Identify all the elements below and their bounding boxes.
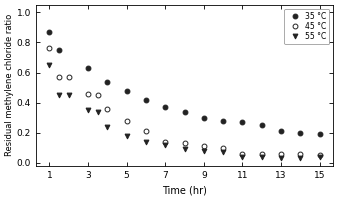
35 °C [125,89,129,92]
45 °C [67,76,71,78]
45 °C [86,92,90,95]
45 °C [144,130,148,132]
55 °C [279,157,283,159]
55 °C [202,149,206,152]
55 °C [96,110,100,113]
45 °C [221,146,225,149]
55 °C [67,94,71,96]
35 °C [202,116,206,119]
35 °C [57,49,61,51]
35 °C [240,121,244,123]
45 °C [240,152,244,155]
45 °C [28,11,32,14]
35 °C [86,67,90,69]
35 °C [28,11,32,14]
Line: 35 °C: 35 °C [28,10,322,137]
45 °C [202,145,206,147]
35 °C [279,130,283,132]
45 °C [57,76,61,78]
35 °C [318,133,322,135]
35 °C [298,131,303,134]
55 °C [144,140,148,143]
45 °C [125,119,129,122]
45 °C [47,47,51,50]
Y-axis label: Residual methylene chloride ratio: Residual methylene chloride ratio [5,14,14,156]
35 °C [163,106,167,108]
55 °C [260,156,264,158]
45 °C [298,152,303,155]
35 °C [221,119,225,122]
X-axis label: Time (hr): Time (hr) [162,185,207,195]
55 °C [298,157,303,159]
35 °C [144,98,148,101]
Line: 55 °C: 55 °C [28,10,322,161]
55 °C [183,148,187,150]
55 °C [28,11,32,14]
Line: 45 °C: 45 °C [28,10,322,158]
45 °C [318,154,322,156]
35 °C [183,110,187,113]
55 °C [47,64,51,66]
45 °C [279,152,283,155]
55 °C [240,156,244,158]
55 °C [125,134,129,137]
55 °C [318,156,322,158]
45 °C [183,142,187,144]
55 °C [163,143,167,146]
35 °C [260,124,264,126]
55 °C [86,109,90,111]
55 °C [105,125,109,128]
Legend: 35 °C, 45 °C, 55 °C: 35 °C, 45 °C, 55 °C [284,9,329,44]
55 °C [221,151,225,153]
45 °C [96,94,100,96]
45 °C [163,140,167,143]
55 °C [57,94,61,96]
45 °C [105,107,109,110]
45 °C [260,152,264,155]
35 °C [47,31,51,33]
35 °C [105,80,109,83]
